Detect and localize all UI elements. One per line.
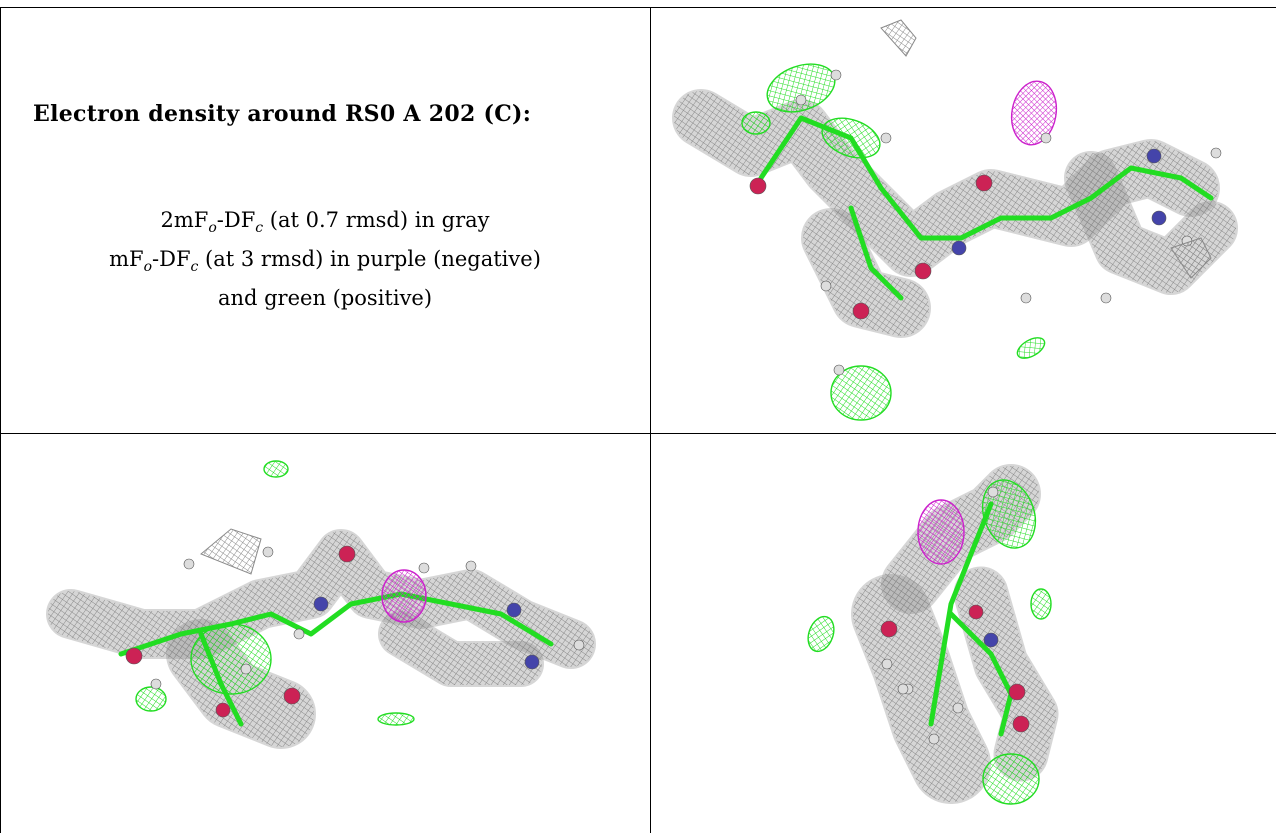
green-density-2 — [982, 753, 1040, 805]
border-middle — [0, 433, 1276, 434]
hydrogen-atom-5 — [150, 678, 162, 690]
hydrogen-atom-6 — [465, 560, 477, 572]
legend-1-sub-o: o — [208, 220, 217, 237]
purple-density-1 — [917, 499, 965, 565]
hydrogen-atom-7 — [1100, 292, 1112, 304]
oxygen-atom-4 — [215, 702, 231, 718]
legend-1-pre: 2mF — [160, 208, 209, 232]
green-density-4 — [377, 712, 415, 726]
hydrogen-atom-7 — [573, 639, 585, 651]
legend-text: 2mFo-DFc (at 0.7 rmsd) in gray mFo-DFc (… — [1, 205, 649, 314]
oxygen-atom-2 — [975, 174, 993, 192]
purple-density-1 — [1010, 80, 1058, 146]
green-density-4 — [1030, 588, 1052, 620]
hydrogen-atom-1 — [987, 486, 999, 498]
gray-density-fragment-1 — [880, 19, 917, 57]
legend-line-2: mFo-DFc (at 3 rmsd) in purple (negative) — [1, 244, 649, 283]
ligand-bonds-branch — [948, 611, 1014, 737]
nitrogen-atom-3 — [524, 654, 540, 670]
gray-density-core — [853, 576, 989, 802]
hydrogen-atom-4 — [1040, 132, 1052, 144]
ligand-bonds-main — [928, 501, 994, 727]
purple-density-1 — [381, 569, 427, 623]
green-density-4 — [741, 111, 771, 135]
legend-1-sub-c: c — [255, 220, 264, 237]
density-render-3 — [807, 464, 1059, 805]
ligand-bonds-main — [118, 591, 554, 657]
ligand-bonds-branch — [848, 205, 904, 301]
nitrogen-atom-2 — [1146, 148, 1162, 164]
density-render-2 — [46, 460, 596, 749]
hydrogen-atom-2 — [830, 69, 842, 81]
hydrogen-atom-4 — [952, 702, 964, 714]
green-density-2 — [135, 686, 167, 712]
hydrogen-atom-5 — [1210, 147, 1222, 159]
legend-2-pre: mF — [109, 247, 144, 272]
hydrogen-atom-3 — [293, 628, 305, 640]
green-density-5 — [1016, 337, 1046, 359]
legend-line-3: and green (positive) — [217, 286, 433, 311]
oxygen-atom-2 — [968, 604, 984, 620]
density-view-bottom-left — [1, 434, 650, 833]
green-density-2 — [821, 117, 881, 159]
hydrogen-atom-9 — [833, 364, 845, 376]
legend-2-post: (at 3 rmsd) in purple (negative) — [198, 247, 541, 272]
oxygen-atom-1 — [880, 620, 898, 638]
gray-density-lower — [803, 210, 929, 336]
green-density-1 — [981, 479, 1037, 549]
gray-density-fragment-1 — [200, 528, 262, 575]
gray-density-ring — [380, 613, 542, 685]
legend-line-1: 2mFo-DFc (at 0.7 rmsd) in gray — [1, 205, 649, 244]
oxygen-atom-3 — [283, 687, 301, 705]
hydrogen-atom-2 — [262, 546, 274, 558]
hydrogen-atom-8 — [418, 562, 430, 574]
density-view-top-right — [651, 8, 1276, 433]
oxygen-atom-4 — [1012, 715, 1030, 733]
hydrogen-atom-6 — [1020, 292, 1032, 304]
border-left — [0, 7, 1, 833]
figure-title: Electron density around RS0 A 202 (C): — [33, 101, 532, 127]
nitrogen-atom-1 — [313, 596, 329, 612]
density-render-1 — [672, 19, 1238, 421]
oxygen-atom-4 — [852, 302, 870, 320]
gray-density-fragment-2 — [1170, 237, 1212, 279]
nitrogen-atom-1 — [951, 240, 967, 256]
nitrogen-atom-1 — [983, 632, 999, 648]
nitrogen-atom-2 — [506, 602, 522, 618]
green-density-3 — [263, 460, 289, 478]
legend-2-sub-o: o — [143, 259, 153, 276]
border-center — [650, 7, 651, 833]
hydrogen-atom-1 — [183, 558, 195, 570]
oxygen-atom-3 — [914, 262, 932, 280]
legend-2-sub-c: c — [190, 259, 199, 276]
oxygen-atom-1 — [749, 177, 767, 195]
oxygen-atom-1 — [125, 647, 143, 665]
green-density-3 — [807, 615, 835, 653]
hydrogen-atom-10 — [820, 280, 832, 292]
hydrogen-atom-4 — [240, 663, 252, 675]
hydrogen-atom-1 — [795, 94, 807, 106]
hydrogen-atom-2 — [881, 658, 893, 670]
density-view-bottom-right — [651, 434, 1276, 833]
hydrogen-atom-6 — [897, 683, 909, 695]
hydrogen-atom-5 — [928, 733, 940, 745]
legend-1-mid: -DF — [216, 208, 256, 232]
border-top — [0, 7, 1276, 8]
oxygen-atom-2 — [338, 545, 356, 563]
legend-1-post: (at 0.7 rmsd) in gray — [263, 208, 490, 232]
hydrogen-atom-3 — [880, 132, 892, 144]
green-density-3 — [830, 365, 892, 421]
legend-2-mid: -DF — [152, 247, 191, 272]
caption-cell: Electron density around RS0 A 202 (C): 2… — [1, 8, 649, 425]
green-density-1 — [190, 623, 272, 695]
oxygen-atom-3 — [1008, 683, 1026, 701]
nitrogen-atom-3 — [1151, 210, 1167, 226]
